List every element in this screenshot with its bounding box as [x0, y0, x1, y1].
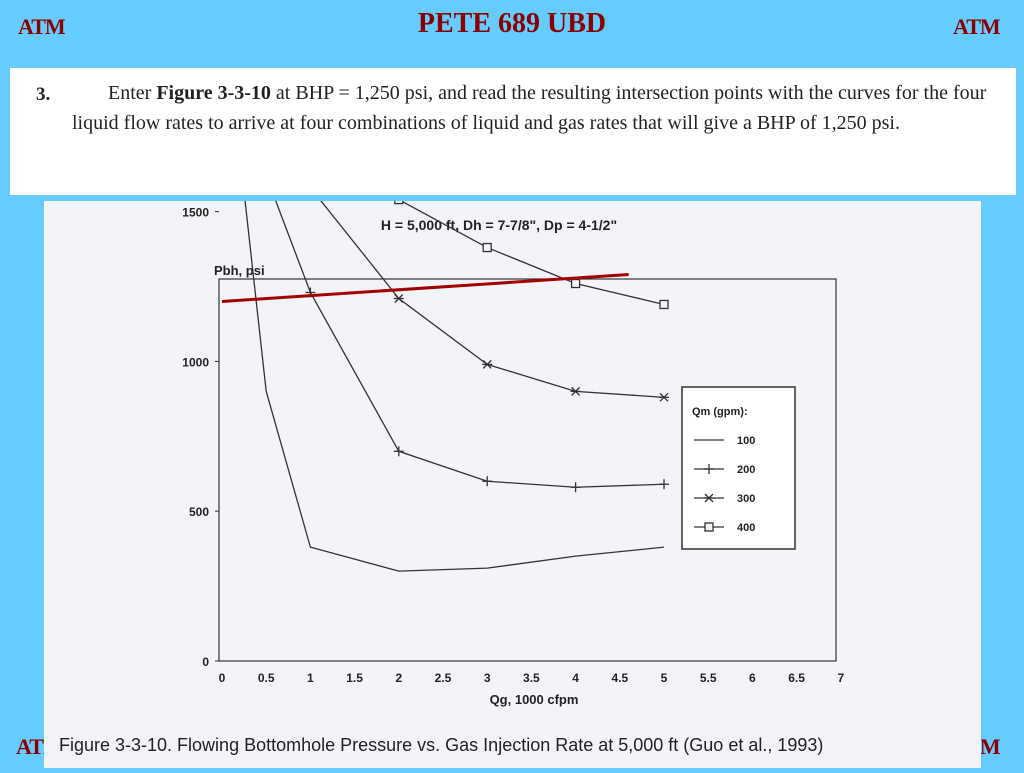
x-tick-label: 3 [484, 671, 491, 685]
chart-title: H = 5,000 ft, Dh = 7-7/8", Dp = 4-1/2" [381, 217, 617, 233]
pressure-chart: H = 5,000 ft, Dh = 7-7/8", Dp = 4-1/2" P… [182, 0, 844, 707]
x-tick-label: 3.5 [523, 671, 540, 685]
data-point-square [394, 194, 404, 205]
y-axis-label: Pbh, psi [214, 263, 265, 278]
logo-text: ATM [18, 14, 66, 39]
slide-title: PETE 689 UBD [417, 8, 607, 39]
data-point-star [659, 392, 669, 402]
x-tick-label: 6 [749, 671, 756, 685]
step-text-post: at BHP = 1,250 psi, and read the resulti… [72, 82, 987, 134]
step-text-pre: Enter [108, 82, 152, 104]
x-tick-label: 1 [307, 671, 314, 685]
y-tick-label: 0 [202, 655, 209, 669]
logo-top-right: ATM [953, 14, 1001, 40]
x-tick-label: 6.5 [788, 671, 805, 685]
y-tick-label: 1500 [182, 206, 209, 220]
x-tick-label: 0 [219, 671, 226, 685]
reference-line-group [221, 273, 629, 303]
legend-label-300: 300 [737, 493, 755, 505]
curves [218, 0, 669, 572]
y-tick-label: 1000 [182, 355, 209, 369]
x-tick-label: 1.5 [346, 671, 363, 685]
y-tick-label: 500 [189, 505, 209, 519]
data-point-star [482, 359, 492, 369]
data-point-square [482, 242, 492, 253]
figure-reference: Figure 3-3-10 [156, 82, 271, 104]
axis-ticks: 0 0.5 1 1.5 2 2.5 3 3.5 4 4.5 5 5.5 6 6.5 7 0 500 1000 150… [182, 56, 844, 685]
data-point-star [394, 294, 404, 303]
x-tick-label: 7 [837, 671, 844, 685]
legend-box [681, 386, 796, 550]
data-point-square [704, 522, 714, 532]
series-line-100 [222, 0, 665, 572]
series-line-200 [222, 0, 665, 488]
data-point-star [704, 493, 714, 503]
legend-label-100: 100 [737, 435, 755, 447]
x-tick-label: 2 [395, 671, 402, 685]
logo-text: ATM [953, 14, 1001, 39]
data-point-square [570, 278, 581, 289]
figure-panel: H = 5,000 ft, Dh = 7-7/8", Dp = 4-1/2" P… [44, 0, 981, 768]
data-point-star [571, 386, 581, 396]
legend: Qm (gpm): 100 200 300 400 [681, 386, 796, 550]
x-tick-label: 0.5 [258, 671, 275, 685]
legend-title: Qm (gpm): [692, 406, 748, 418]
logo-top-left: ATM [18, 14, 66, 40]
data-point-square [659, 299, 669, 310]
plot-frame [218, 278, 837, 662]
x-tick-label: 5.5 [700, 671, 717, 685]
x-tick-label: 2.5 [435, 671, 452, 685]
step-text: Enter Figure 3-3-10 at BHP = 1,250 psi, … [72, 78, 1004, 138]
legend-label-200: 200 [737, 464, 755, 476]
x-tick-label: 4.5 [611, 671, 628, 685]
x-tick-label: 4 [572, 671, 579, 685]
x-axis-label: Qg, 1000 cfpm [490, 692, 579, 707]
instruction-panel: 3. Enter Figure 3-3-10 at BHP = 1,250 ps… [10, 68, 1016, 195]
legend-label-400: 400 [737, 522, 755, 534]
bhp-reference-line [221, 273, 629, 303]
step-number: 3. [36, 84, 51, 105]
figure-caption: Figure 3-3-10. Flowing Bottomhole Pressu… [59, 735, 824, 755]
x-tick-label: 5 [661, 671, 668, 685]
